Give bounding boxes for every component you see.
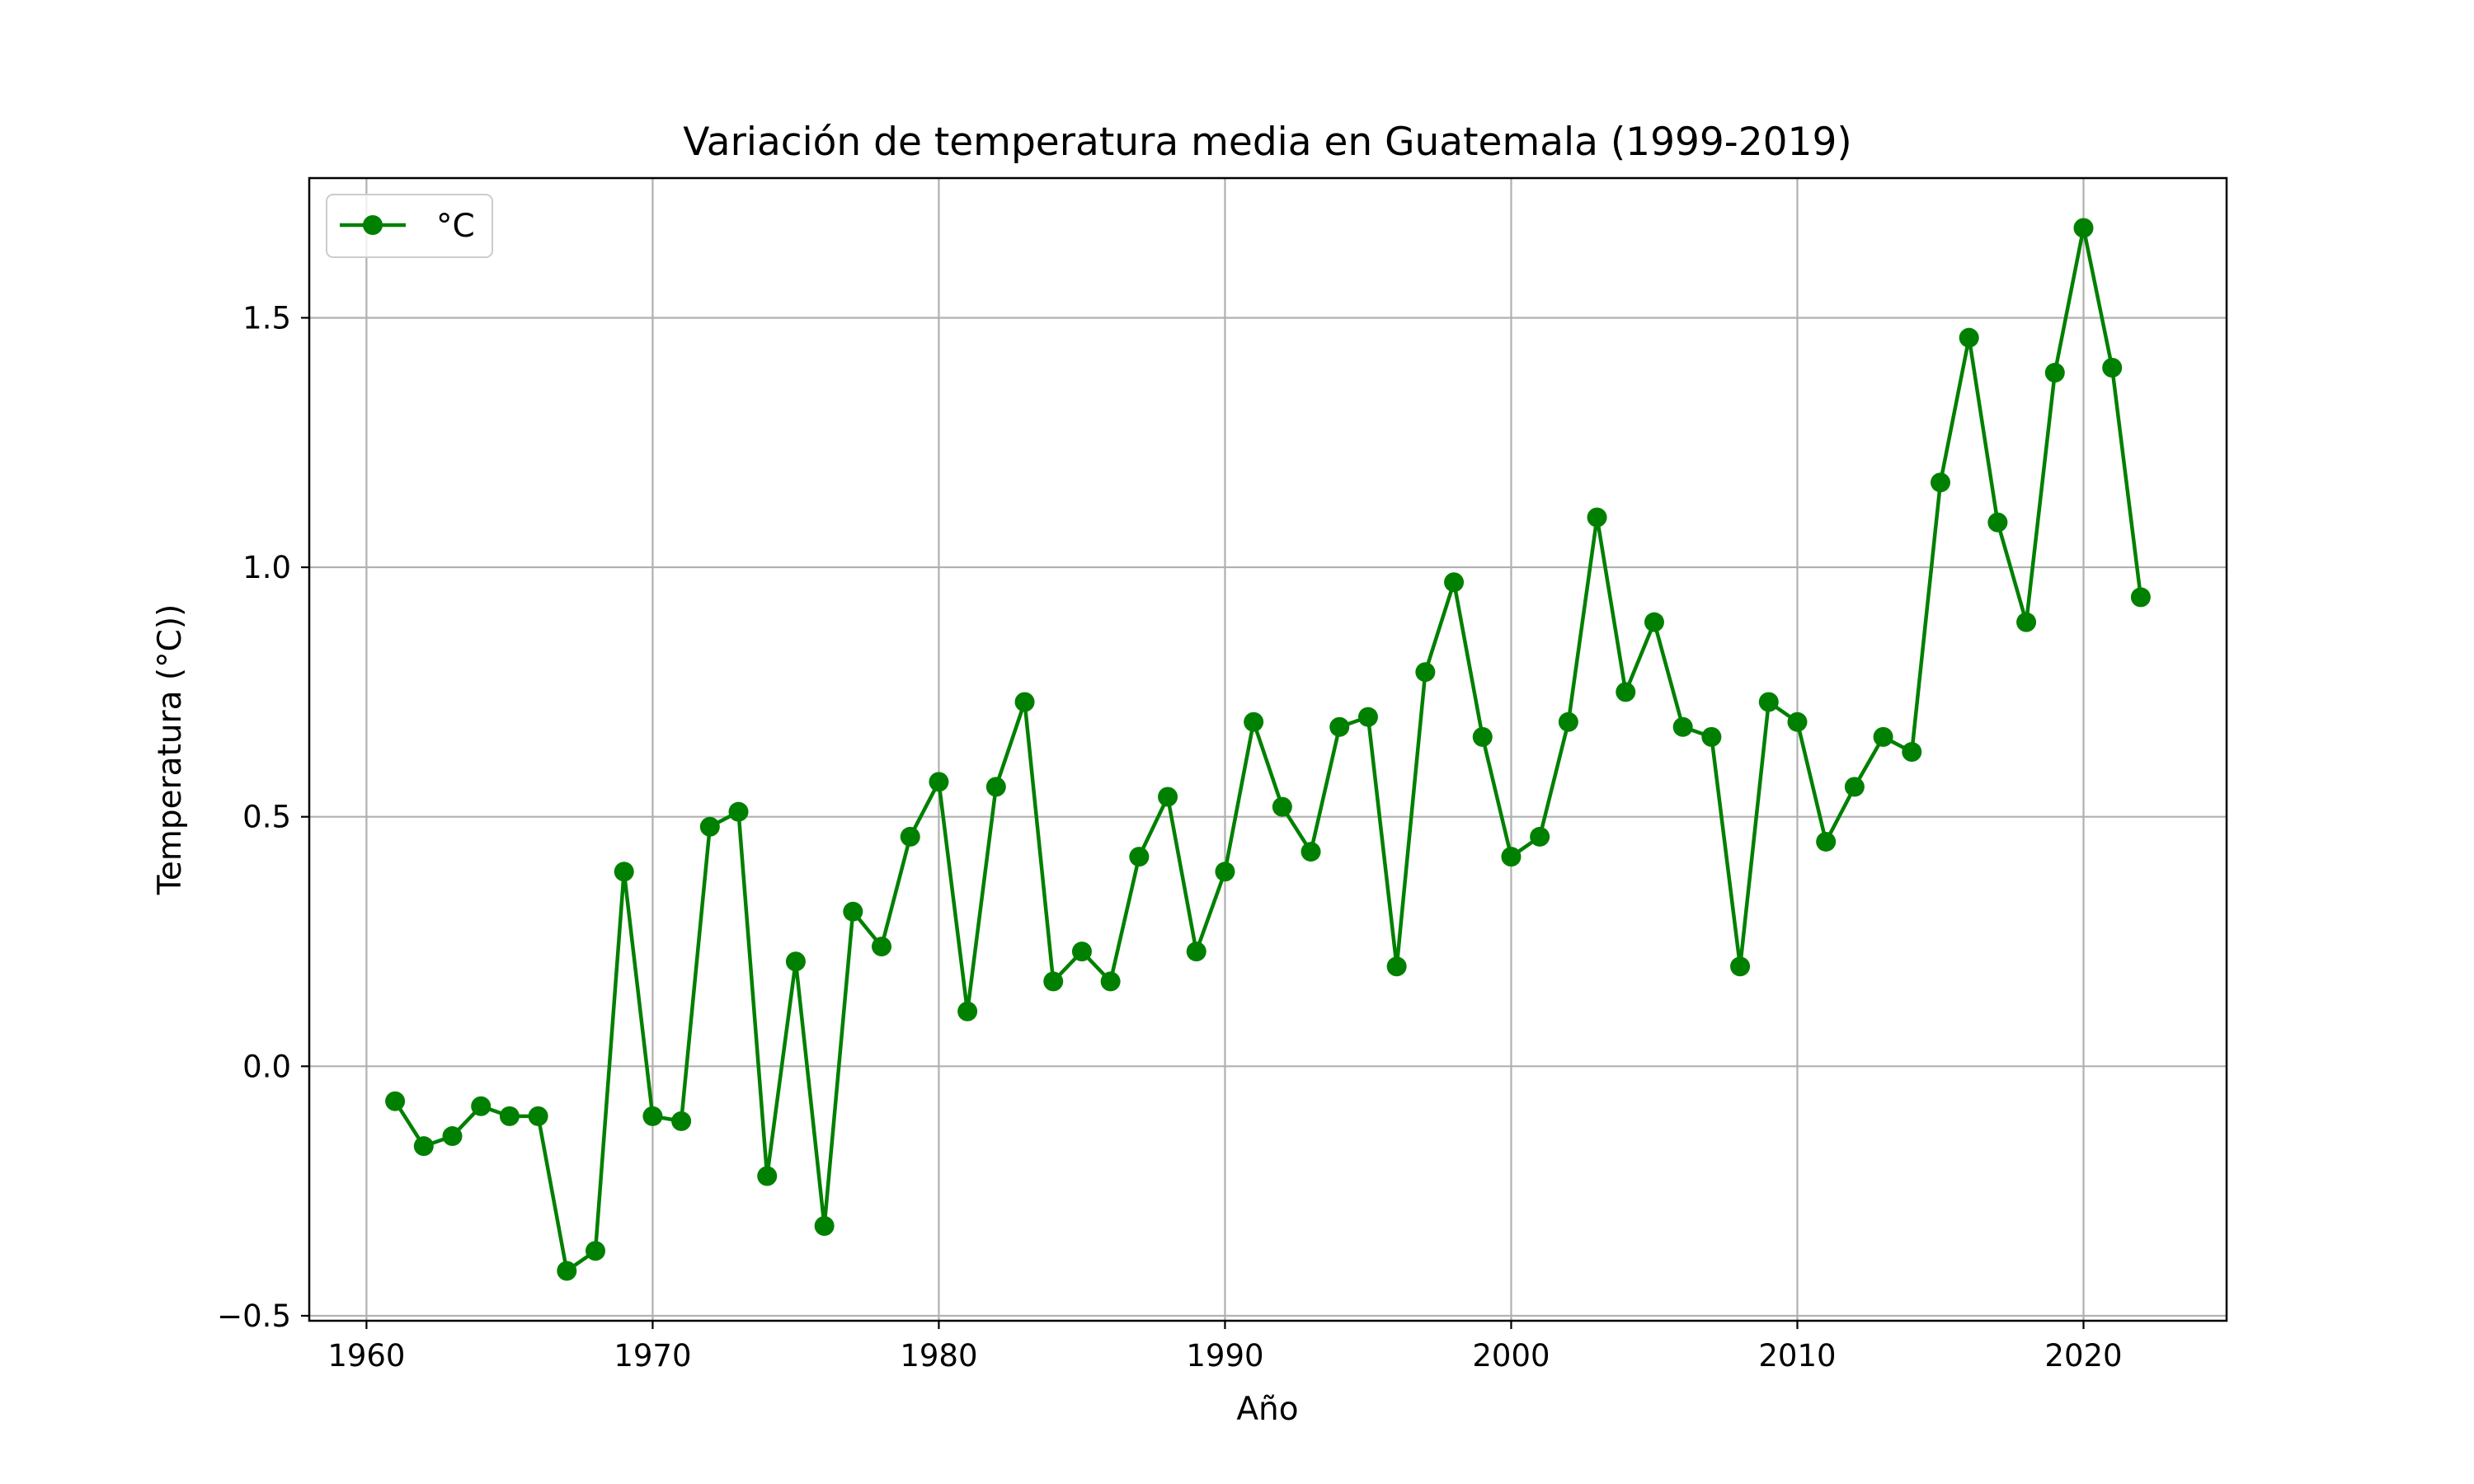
y-tick-label: −0.5 [217, 1298, 291, 1334]
data-point [957, 1001, 978, 1021]
data-point [1244, 711, 1264, 732]
data-point [1501, 847, 1522, 867]
data-point [814, 1216, 835, 1237]
x-tick-label: 2020 [2044, 1338, 2122, 1374]
data-point [1587, 507, 1607, 528]
data-point [1787, 711, 1808, 732]
data-point [1530, 826, 1550, 847]
plot-area-frame [308, 176, 2228, 1322]
data-point [1300, 842, 1321, 862]
data-point [1701, 726, 1722, 747]
data-point [614, 862, 634, 882]
data-point [872, 937, 892, 957]
data-point [1959, 327, 1979, 348]
data-point [1415, 662, 1436, 683]
data-point [2044, 363, 2065, 383]
data-point [785, 951, 806, 972]
data-point [1930, 472, 1950, 493]
data-point [1100, 971, 1121, 992]
data-point [499, 1106, 520, 1126]
data-point [1472, 726, 1493, 747]
data-point [385, 1091, 406, 1111]
grid [309, 178, 2227, 1321]
data-point [442, 1126, 463, 1147]
y-tick-label: 1.0 [242, 550, 291, 585]
data-point [1014, 692, 1035, 712]
data-point [1357, 707, 1378, 727]
data-point [1902, 742, 1922, 763]
data-point [1272, 796, 1292, 817]
data-point [2016, 612, 2037, 632]
data-point [929, 772, 949, 792]
x-tick-label: 2000 [1472, 1338, 1550, 1374]
x-tick-label: 1990 [1186, 1338, 1263, 1374]
chart-title: Variación de temperatura media en Guatem… [683, 120, 1851, 165]
data-point [2102, 357, 2123, 378]
data-point [413, 1136, 434, 1157]
series-line [393, 226, 2143, 1273]
data-point [1987, 512, 2008, 533]
data-point [728, 801, 749, 822]
series-layer [385, 218, 2151, 1281]
legend-marker-icon [363, 215, 383, 235]
y-axis-label: Temperatura (°C)) [152, 604, 189, 896]
y-tick-label: 0.5 [242, 800, 291, 835]
data-point [1873, 726, 1893, 747]
data-point [1215, 862, 1235, 882]
legend: °C [326, 194, 493, 258]
data-point [843, 901, 863, 922]
data-point [1558, 711, 1578, 732]
data-point [642, 1106, 663, 1126]
y-tick-label: 1.5 [242, 300, 291, 336]
data-point [757, 1166, 778, 1186]
y-tick-label: 0.0 [242, 1049, 291, 1084]
x-tick-label: 1970 [614, 1338, 691, 1374]
data-point [1158, 787, 1178, 807]
data-point [528, 1106, 548, 1126]
data-point [699, 816, 720, 837]
x-tick-label: 1980 [900, 1338, 977, 1374]
data-point [671, 1111, 692, 1131]
data-point [1043, 971, 1064, 992]
data-point [900, 826, 920, 847]
data-point [1186, 942, 1206, 962]
legend-label: °C [436, 208, 475, 245]
x-axis-label: Año [1236, 1391, 1298, 1428]
data-point [2073, 218, 2094, 238]
data-point [1844, 777, 1865, 797]
data-point [985, 777, 1006, 797]
data-point [586, 1241, 606, 1261]
data-point [1672, 716, 1693, 737]
axis-ticks: 1960 1970 1980 1990 2000 2010 2020 −0.5 0.0 0.5 1.… [217, 300, 2122, 1374]
data-point [1616, 682, 1636, 702]
data-point [1816, 831, 1837, 852]
data-point [1071, 942, 1092, 962]
data-point [1758, 692, 1779, 712]
data-point [1644, 612, 1664, 632]
data-point [1730, 956, 1751, 977]
data-point [1329, 716, 1350, 737]
legend-box [326, 194, 493, 258]
x-tick-label: 2010 [1758, 1338, 1836, 1374]
data-point [2130, 587, 2151, 608]
data-point [1129, 847, 1150, 867]
data-point [557, 1261, 577, 1281]
data-point [1444, 572, 1465, 593]
x-tick-label: 1960 [327, 1338, 405, 1374]
data-point [471, 1096, 492, 1116]
data-point [1386, 956, 1407, 977]
